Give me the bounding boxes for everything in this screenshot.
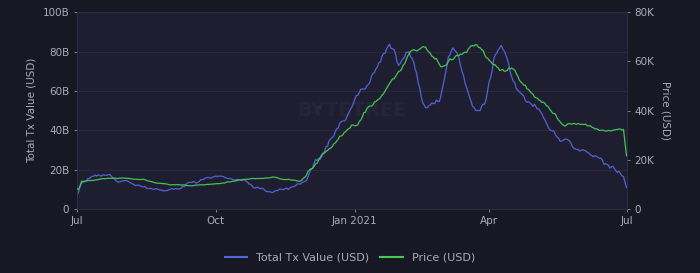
Text: BYTETREE: BYTETREE — [297, 101, 407, 120]
Text: ↗: ↗ — [309, 103, 323, 118]
Y-axis label: Total Tx Value (USD): Total Tx Value (USD) — [27, 58, 37, 163]
Legend: Total Tx Value (USD), Price (USD): Total Tx Value (USD), Price (USD) — [220, 248, 480, 268]
Y-axis label: Price (USD): Price (USD) — [661, 81, 671, 140]
